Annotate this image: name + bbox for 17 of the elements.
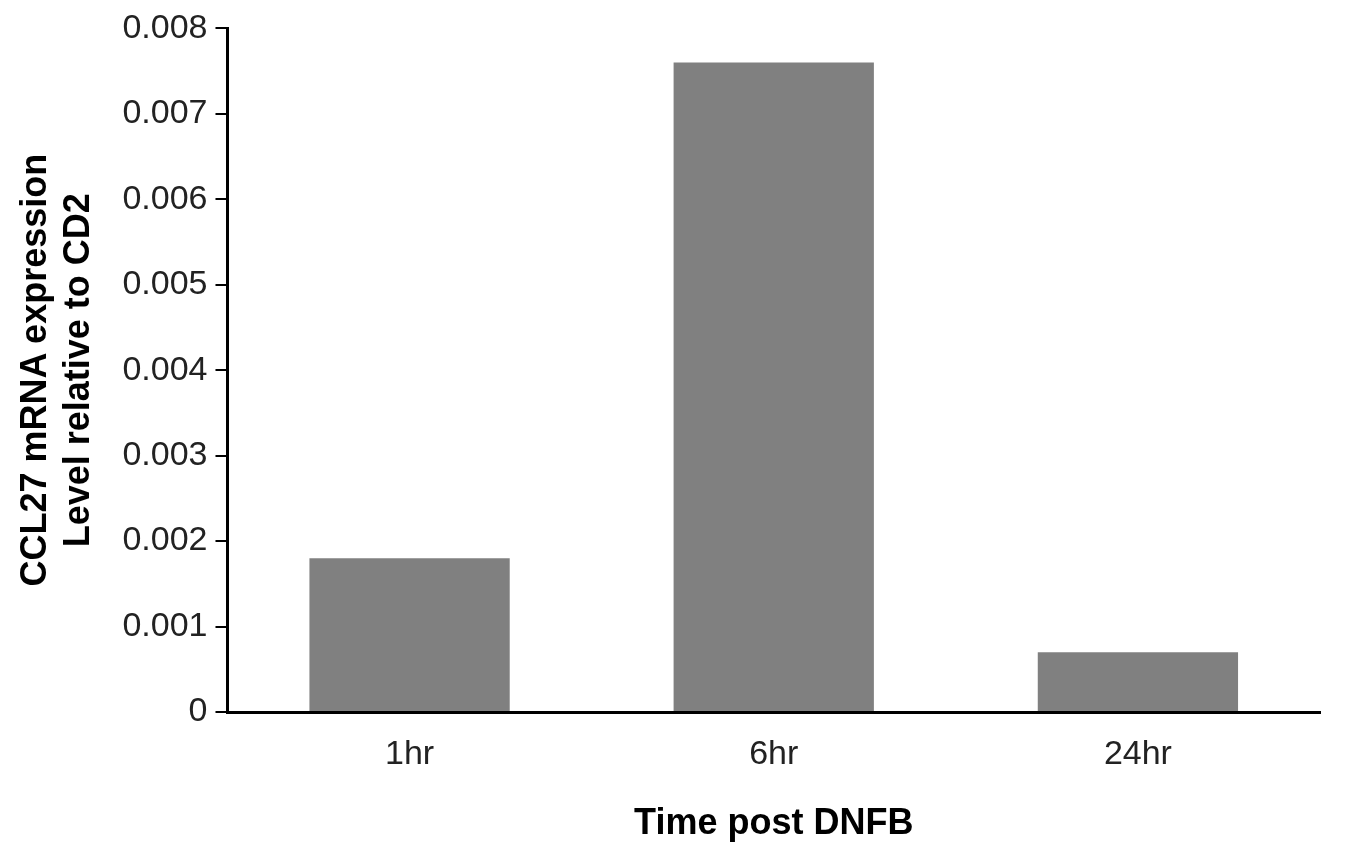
x-tick-label: 6hr	[749, 732, 799, 771]
x-tick-label: 1hr	[385, 732, 435, 771]
y-tick-label: 0.007	[122, 92, 208, 131]
y-tick-label: 0.006	[122, 177, 208, 216]
bar	[309, 558, 510, 711]
y-tick-label: 0.005	[122, 263, 208, 302]
y-tick-label: 0.003	[122, 434, 208, 473]
y-axis-title: CCL27 mRNA expression Level relative to CD2	[12, 153, 97, 587]
y-tick-label: 0.002	[122, 519, 208, 558]
x-tick-label: 24hr	[1103, 732, 1172, 771]
x-axis-title: Time post DNFB	[634, 801, 914, 843]
y-tick-label: 0.008	[122, 6, 208, 45]
bar	[673, 62, 874, 711]
y-tick-label: 0.004	[122, 348, 208, 387]
bar	[1037, 652, 1239, 711]
y-tick-label: 0.001	[122, 604, 208, 643]
y-tick-label: 0	[188, 690, 208, 729]
